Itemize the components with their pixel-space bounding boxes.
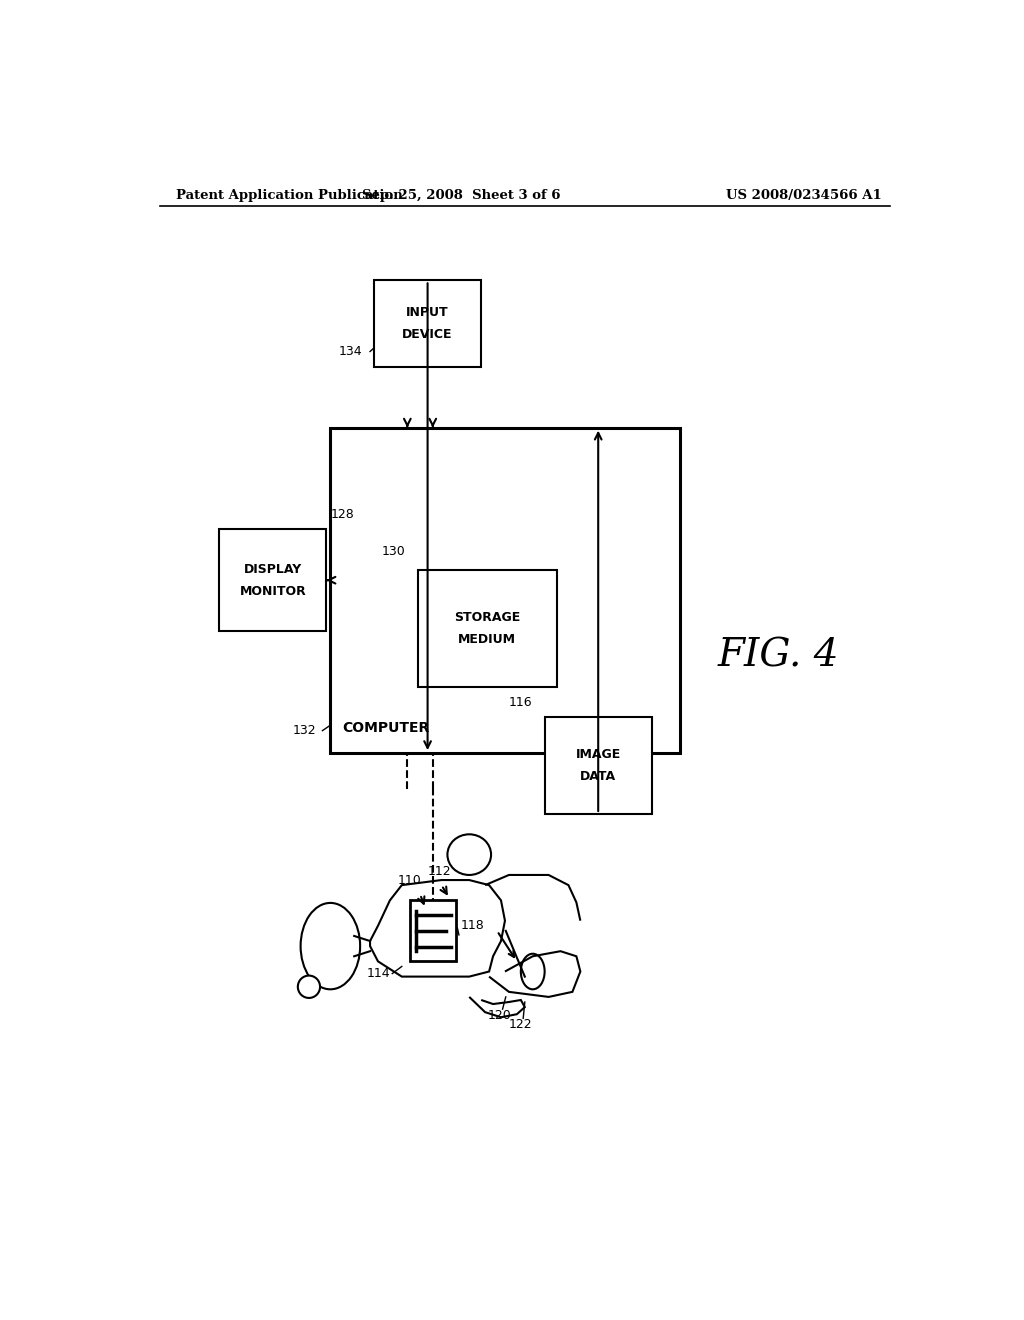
Ellipse shape bbox=[521, 954, 545, 989]
Text: US 2008/0234566 A1: US 2008/0234566 A1 bbox=[726, 189, 882, 202]
Text: DISPLAY: DISPLAY bbox=[244, 562, 302, 576]
FancyBboxPatch shape bbox=[410, 900, 456, 961]
Text: 130: 130 bbox=[382, 545, 406, 558]
Text: INPUT: INPUT bbox=[407, 306, 449, 319]
Text: 118: 118 bbox=[461, 919, 484, 932]
Ellipse shape bbox=[301, 903, 360, 989]
Text: Sep. 25, 2008  Sheet 3 of 6: Sep. 25, 2008 Sheet 3 of 6 bbox=[362, 189, 560, 202]
Text: 110: 110 bbox=[398, 874, 422, 887]
Text: Patent Application Publication: Patent Application Publication bbox=[176, 189, 402, 202]
Text: COMPUTER: COMPUTER bbox=[342, 721, 429, 735]
Text: 114: 114 bbox=[367, 968, 390, 979]
Text: MONITOR: MONITOR bbox=[240, 585, 306, 598]
Ellipse shape bbox=[298, 975, 321, 998]
Text: STORAGE: STORAGE bbox=[454, 611, 520, 624]
FancyBboxPatch shape bbox=[545, 718, 652, 814]
Text: MEDIUM: MEDIUM bbox=[458, 634, 516, 647]
FancyBboxPatch shape bbox=[331, 428, 680, 752]
FancyBboxPatch shape bbox=[219, 529, 327, 631]
Ellipse shape bbox=[447, 834, 492, 875]
FancyBboxPatch shape bbox=[374, 280, 481, 367]
Text: 120: 120 bbox=[487, 1008, 511, 1022]
Text: 116: 116 bbox=[509, 696, 532, 709]
Text: 112: 112 bbox=[428, 865, 452, 878]
FancyBboxPatch shape bbox=[418, 570, 557, 686]
Text: IMAGE: IMAGE bbox=[575, 748, 621, 762]
Text: 128: 128 bbox=[331, 508, 354, 520]
Text: DATA: DATA bbox=[581, 771, 616, 783]
Text: 122: 122 bbox=[509, 1018, 532, 1031]
Text: 132: 132 bbox=[293, 725, 316, 737]
Text: DEVICE: DEVICE bbox=[402, 329, 453, 342]
Text: FIG. 4: FIG. 4 bbox=[718, 638, 840, 675]
Text: 134: 134 bbox=[339, 345, 362, 358]
